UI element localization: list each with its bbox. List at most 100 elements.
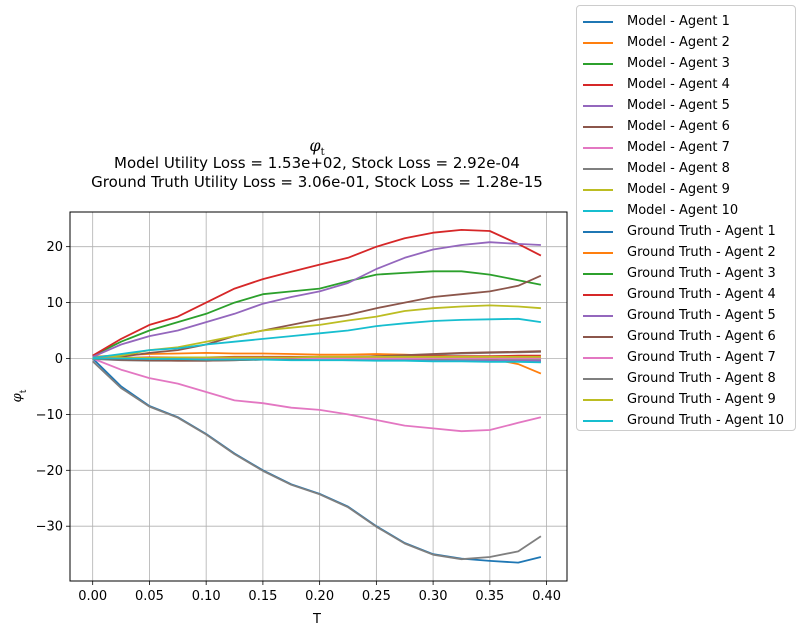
legend-label: Ground Truth - Agent 7	[627, 350, 776, 365]
legend-label: Model - Agent 6	[627, 119, 730, 134]
legend-label: Ground Truth - Agent 8	[627, 371, 776, 386]
legend-item: Model - Agent 3	[583, 53, 730, 74]
series-line-18	[92, 360, 542, 561]
legend-label: Ground Truth - Agent 1	[627, 224, 776, 239]
legend-item: Ground Truth - Agent 10	[583, 410, 784, 431]
legend-swatch	[583, 125, 613, 128]
chart-title-subscript: t	[320, 147, 325, 158]
x-tick-label: 0.40	[532, 589, 561, 604]
series-lines	[92, 228, 542, 564]
x-tick-label: 0.30	[419, 589, 448, 604]
legend-swatch	[583, 398, 613, 401]
legend-item: Ground Truth - Agent 3	[583, 263, 776, 284]
legend-label: Ground Truth - Agent 9	[627, 392, 776, 407]
chart-subtitle-line-2: Ground Truth Utility Loss = 3.06e-01, St…	[91, 173, 543, 191]
series-line-4	[92, 228, 542, 357]
x-tick-label: 0.10	[192, 589, 221, 604]
legend-label: Ground Truth - Agent 5	[627, 308, 776, 323]
y-axis-ticks: 20 10 0 −10 −20 −30	[36, 240, 70, 535]
y-tick-label: −20	[36, 464, 63, 479]
legend-swatch	[583, 272, 613, 275]
legend-label: Model - Agent 9	[627, 182, 730, 197]
legend-item: Model - Agent 5	[583, 95, 730, 116]
y-axis-label-subscript: t	[19, 389, 29, 393]
legend-swatch	[583, 167, 613, 170]
y-axis-label-symbol: φ	[10, 392, 25, 402]
x-tick-label: 0.25	[362, 589, 391, 604]
legend-item: Model - Agent 4	[583, 74, 730, 95]
series-line-5	[92, 241, 541, 358]
legend-item: Model - Agent 10	[583, 200, 738, 221]
legend-swatch	[583, 419, 613, 422]
legend-label: Ground Truth - Agent 10	[627, 413, 785, 428]
series-line-20	[92, 357, 541, 364]
legend-label: Model - Agent 7	[627, 140, 730, 155]
x-tick-label: 0.20	[305, 589, 334, 604]
y-tick-label: −10	[36, 408, 63, 423]
legend-item: Ground Truth - Agent 4	[583, 284, 776, 305]
legend-swatch	[583, 62, 613, 65]
legend-item: Ground Truth - Agent 5	[583, 305, 776, 326]
legend-item: Model - Agent 9	[583, 179, 730, 200]
x-axis-ticks: 0.00 0.05 0.10 0.15 0.20 0.25 0.30 0.35 0.40	[78, 581, 561, 604]
legend-swatch	[583, 230, 613, 233]
legend-item: Ground Truth - Agent 8	[583, 368, 776, 389]
grid-lines	[70, 212, 567, 581]
legend-label: Ground Truth - Agent 6	[627, 329, 776, 344]
legend-item: Ground Truth - Agent 6	[583, 326, 776, 347]
legend-swatch	[583, 20, 613, 23]
series-line-1	[92, 357, 542, 564]
y-axis-label: φt	[10, 389, 29, 402]
legend-label: Model - Agent 10	[627, 203, 739, 218]
legend-label: Model - Agent 8	[627, 161, 730, 176]
x-tick-label: 0.15	[248, 589, 277, 604]
x-axis-label: T	[312, 612, 321, 627]
y-tick-label: 20	[46, 240, 63, 255]
legend-swatch	[583, 83, 613, 86]
chart-title: φt	[0, 136, 634, 158]
legend-item: Model - Agent 7	[583, 137, 730, 158]
legend-swatch	[583, 104, 613, 107]
chart-title-symbol: φ	[309, 136, 321, 155]
series-line-6	[92, 274, 542, 359]
y-tick-label: 10	[46, 296, 63, 311]
legend-item: Ground Truth - Agent 1	[583, 221, 776, 242]
legend-label: Ground Truth - Agent 3	[627, 266, 776, 281]
series-line-3	[92, 270, 542, 357]
series-line-10	[92, 317, 542, 359]
x-tick-label: 0.35	[475, 589, 504, 604]
legend-label: Model - Agent 3	[627, 56, 730, 71]
y-tick-label: −30	[36, 520, 63, 535]
series-line-19	[92, 355, 541, 360]
y-tick-label: 0	[55, 352, 63, 367]
legend-label: Model - Agent 5	[627, 98, 730, 113]
legend-swatch	[583, 314, 613, 317]
legend-item: Ground Truth - Agent 9	[583, 389, 776, 410]
legend-item: Ground Truth - Agent 2	[583, 242, 776, 263]
legend-item: Model - Agent 8	[583, 158, 730, 179]
legend-label: Ground Truth - Agent 2	[627, 245, 776, 260]
legend-swatch	[583, 293, 613, 296]
legend-item: Model - Agent 6	[583, 116, 730, 137]
plot-area-frame	[69, 211, 568, 582]
x-tick-label: 0.00	[78, 589, 107, 604]
legend-swatch	[583, 41, 613, 44]
legend-swatch	[583, 209, 613, 212]
legend-swatch	[583, 335, 613, 338]
legend-swatch	[583, 146, 613, 149]
legend-swatch	[583, 377, 613, 380]
chart-subtitle-line-1: Model Utility Loss = 1.53e+02, Stock Los…	[114, 154, 520, 172]
chart-legend: Model - Agent 1 Model - Agent 2 Model - Ag…	[576, 5, 796, 431]
legend-item: Model - Agent 1	[583, 11, 730, 32]
legend-swatch	[583, 356, 613, 359]
legend-swatch	[583, 188, 613, 191]
legend-item: Model - Agent 2	[583, 32, 730, 53]
legend-label: Ground Truth - Agent 4	[627, 287, 776, 302]
legend-label: Model - Agent 2	[627, 35, 730, 50]
x-tick-label: 0.05	[135, 589, 164, 604]
legend-label: Model - Agent 1	[627, 14, 730, 29]
legend-swatch	[583, 251, 613, 254]
series-line-7	[92, 357, 542, 433]
legend-label: Model - Agent 4	[627, 77, 730, 92]
